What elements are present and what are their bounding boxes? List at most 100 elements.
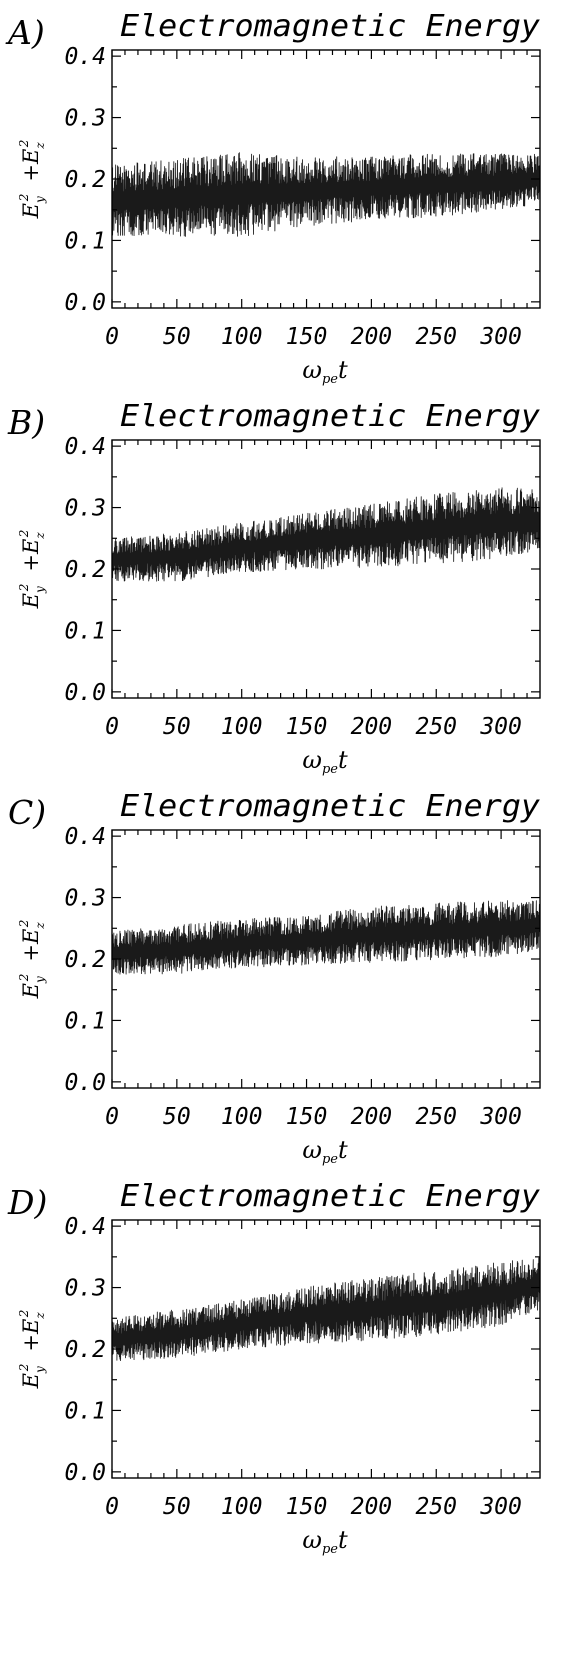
x-tick-label: 300 bbox=[479, 714, 522, 740]
y-axis-label-plus: + bbox=[19, 554, 43, 572]
y-tick-label: 0.2 bbox=[64, 947, 106, 973]
x-axis-label-subscript: pe bbox=[322, 1152, 338, 1167]
y-axis-label: Ey2+Ez2 bbox=[17, 1310, 47, 1390]
x-tick-label: 100 bbox=[221, 1494, 263, 1520]
y-axis-label-e1: E bbox=[19, 203, 43, 219]
series-line bbox=[111, 900, 541, 975]
y-tick-label: 0.1 bbox=[64, 1398, 106, 1424]
x-axis-label-tail: t bbox=[338, 1526, 348, 1554]
x-tick-label: 0 bbox=[105, 324, 119, 350]
y-axis-label-sub1: y bbox=[33, 1366, 47, 1374]
x-tick-label: 0 bbox=[105, 714, 119, 740]
y-axis-label-sup1: 2 bbox=[17, 1364, 31, 1373]
y-axis-label-sup1: 2 bbox=[17, 194, 31, 203]
x-axis-label: ωpet bbox=[302, 1136, 348, 1167]
y-tick-label: 0.4 bbox=[64, 1214, 106, 1240]
x-tick-label: 50 bbox=[163, 324, 191, 350]
x-tick-label: 50 bbox=[163, 1104, 191, 1130]
x-tick-label: 250 bbox=[415, 324, 457, 350]
y-tick-label: 0.2 bbox=[64, 167, 106, 193]
y-axis-label-sup2: 2 bbox=[17, 530, 31, 539]
y-tick-label: 0.3 bbox=[64, 106, 106, 132]
x-tick-label: 200 bbox=[351, 1104, 393, 1130]
y-axis-label-plus: + bbox=[19, 944, 43, 962]
y-axis-label-sup2: 2 bbox=[17, 1310, 31, 1319]
y-axis-label: Ey2+Ez2 bbox=[17, 140, 47, 220]
x-axis-label-symbol: ω bbox=[302, 746, 322, 774]
x-tick-label: 50 bbox=[163, 1494, 191, 1520]
y-tick-label: 0.4 bbox=[64, 824, 106, 850]
x-tick-label: 100 bbox=[221, 714, 263, 740]
panel-label: A) bbox=[5, 13, 45, 52]
y-axis-label-sub1: y bbox=[33, 586, 47, 594]
x-axis-label: ωpet bbox=[302, 356, 348, 387]
y-tick-label: 0.0 bbox=[64, 680, 106, 706]
x-axis-label-symbol: ω bbox=[302, 1136, 322, 1164]
series-line bbox=[111, 152, 541, 237]
y-axis-label-e2: E bbox=[19, 1319, 43, 1335]
y-tick-label: 0.4 bbox=[64, 434, 106, 460]
y-axis-label-e1: E bbox=[19, 983, 43, 999]
chart-title: Electromagnetic Energy bbox=[120, 9, 540, 44]
y-axis-label-plus: + bbox=[19, 164, 43, 182]
y-tick-label: 0.3 bbox=[64, 886, 106, 912]
y-axis-label: Ey2+Ez2 bbox=[17, 920, 47, 1000]
y-axis-label-e2: E bbox=[19, 929, 43, 945]
y-tick-label: 0.2 bbox=[64, 557, 106, 583]
series-line bbox=[111, 1257, 541, 1362]
x-tick-label: 150 bbox=[286, 714, 328, 740]
x-axis-label-tail: t bbox=[338, 746, 348, 774]
x-tick-label: 300 bbox=[479, 324, 522, 350]
chart-panel: A) Electromagnetic Energy 0.0 0.1 0.2 0.3 0.4 0… bbox=[5, 9, 541, 387]
x-tick-label: 200 bbox=[351, 714, 393, 740]
y-tick-label: 0.1 bbox=[64, 228, 106, 254]
x-tick-label: 100 bbox=[221, 1104, 263, 1130]
y-tick-label: 0.4 bbox=[64, 44, 106, 70]
y-tick-label: 0.0 bbox=[64, 1460, 106, 1486]
y-tick-label: 0.3 bbox=[64, 496, 106, 522]
x-tick-label: 150 bbox=[286, 324, 328, 350]
x-axis-label: ωpet bbox=[302, 1526, 348, 1557]
x-tick-label: 250 bbox=[415, 1494, 457, 1520]
x-axis-label-subscript: pe bbox=[322, 372, 338, 387]
x-tick-label: 0 bbox=[105, 1104, 119, 1130]
y-tick-label: 0.1 bbox=[64, 618, 106, 644]
y-axis-label-e1: E bbox=[19, 1373, 43, 1389]
panel-label: C) bbox=[8, 793, 46, 832]
x-tick-label: 150 bbox=[286, 1104, 328, 1130]
x-tick-label: 200 bbox=[351, 1494, 393, 1520]
y-tick-label: 0.2 bbox=[64, 1337, 106, 1363]
y-axis-label-sub2: z bbox=[33, 1312, 47, 1320]
x-tick-label: 250 bbox=[415, 714, 457, 740]
chart-title: Electromagnetic Energy bbox=[120, 789, 540, 824]
x-axis-label: ωpet bbox=[302, 746, 348, 777]
x-tick-label: 100 bbox=[221, 324, 263, 350]
chart-title: Electromagnetic Energy bbox=[120, 399, 540, 434]
y-axis-label-sup2: 2 bbox=[17, 140, 31, 149]
panel-label: D) bbox=[7, 1183, 47, 1222]
y-axis-label-sub2: z bbox=[33, 922, 47, 930]
y-axis-label-sup1: 2 bbox=[17, 584, 31, 593]
x-tick-label: 50 bbox=[163, 714, 191, 740]
panel-label: B) bbox=[7, 403, 45, 442]
x-axis-label-symbol: ω bbox=[302, 1526, 322, 1554]
y-tick-label: 0.0 bbox=[64, 290, 106, 316]
x-axis-label-subscript: pe bbox=[322, 1542, 338, 1557]
chart-panel: B) Electromagnetic Energy 0.0 0.1 0.2 0.3 0.4 0… bbox=[7, 399, 541, 777]
x-tick-label: 250 bbox=[415, 1104, 457, 1130]
y-tick-label: 0.3 bbox=[64, 1276, 106, 1302]
y-axis-label-sub2: z bbox=[33, 532, 47, 540]
y-axis-label-sub2: z bbox=[33, 142, 47, 150]
x-tick-label: 150 bbox=[286, 1494, 328, 1520]
x-axis-label-tail: t bbox=[338, 1136, 348, 1164]
y-axis-label-e2: E bbox=[19, 149, 43, 165]
y-axis-label-sup2: 2 bbox=[17, 920, 31, 929]
y-axis-label-plus: + bbox=[19, 1334, 43, 1352]
x-tick-label: 300 bbox=[479, 1494, 522, 1520]
y-axis-label: Ey2+Ez2 bbox=[17, 530, 47, 610]
y-axis-label-sub1: y bbox=[33, 976, 47, 984]
plot-frame bbox=[111, 439, 541, 699]
y-axis-label-e1: E bbox=[19, 593, 43, 609]
y-tick-label: 0.0 bbox=[64, 1070, 106, 1096]
